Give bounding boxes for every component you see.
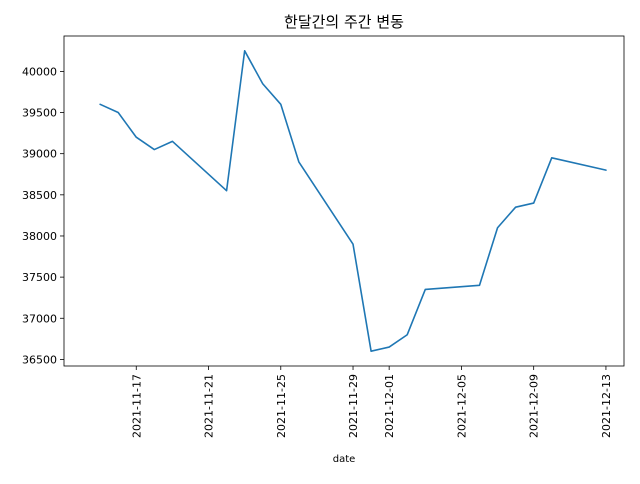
- y-tick-label: 39000: [22, 148, 57, 161]
- y-tick-label: 37500: [22, 271, 57, 284]
- axes-frame: [63, 35, 625, 367]
- x-tick-label: 2021-11-29: [347, 374, 360, 438]
- y-tick-label: 38000: [22, 230, 57, 243]
- x-tick-label: 2021-12-09: [528, 374, 541, 438]
- y-tick-label: 39500: [22, 107, 57, 120]
- y-tick-label: 36500: [22, 353, 57, 366]
- chart-title: 한달간의 주간 변동: [284, 13, 404, 31]
- x-tick-label: 2021-12-05: [455, 374, 468, 438]
- x-tick-label: 2021-12-01: [383, 374, 396, 438]
- x-tick-label: 2021-11-17: [130, 374, 143, 438]
- plot-area: 36500 37000 37500 38000 38500 39000 39500 40000…: [22, 35, 625, 438]
- x-tick-label: 2021-12-13: [600, 374, 613, 438]
- y-tick-label: 38500: [22, 189, 57, 202]
- x-tick-label: 2021-11-25: [275, 374, 288, 438]
- series-line-0: [99, 50, 607, 352]
- y-tick-label: 40000: [22, 65, 57, 78]
- x-axis-label: date: [333, 454, 356, 465]
- x-tick-label: 2021-11-21: [203, 374, 216, 438]
- y-tick-label: 37000: [22, 312, 57, 325]
